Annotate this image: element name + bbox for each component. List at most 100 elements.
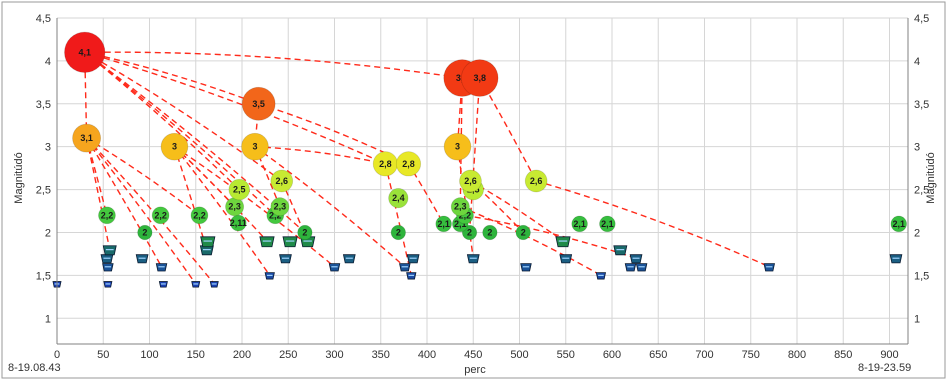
data-point: 3,8 [460,59,499,97]
magnitude-label: 2 [302,227,307,237]
magnitude-label: 2 [467,227,472,237]
data-point: 2,3 [225,197,245,217]
magnitude-label: 3,5 [252,99,265,109]
data-point [406,254,420,264]
data-point [342,254,356,264]
point-circle [571,215,588,233]
point-marker [613,245,628,256]
connection-line [173,146,271,276]
data-point: 2,4 [388,188,409,209]
point-circle [395,151,422,177]
connection-line [84,51,306,233]
data-point [520,263,532,272]
x-tick-label: 50 [97,349,109,361]
data-point: 2,1 [435,215,452,233]
connection-line [254,145,386,165]
magnitude-label: 2 [396,227,401,237]
y-tick-label-right: 3 [914,142,920,154]
x-tick-label: 250 [279,349,297,361]
y-tick-label-right: 1,5 [914,270,929,282]
magnitude-label: 2 [487,227,492,237]
y-axis-title-right: Magnitúdó [925,152,937,203]
x-tick-label: 700 [695,349,713,361]
data-point [158,281,168,288]
point-circle [443,132,472,161]
x-tick-label: 800 [788,349,806,361]
x-tick-label: 750 [742,349,760,361]
data-point [399,263,411,272]
x-tick-label: 850 [834,349,852,361]
magnitude-label: 2,11 [230,218,247,228]
data-points: 2 2 2 2 2 22,1 2,1 2,1 2,1 2,12,112,2 2,2 2,2 2,2 2,2… [52,31,907,288]
data-point: 2,2 [151,206,170,225]
connection-line [84,51,259,105]
data-point: 2,3 [450,197,470,217]
connection-line [84,51,386,165]
data-point: 3 [241,132,269,161]
point-marker [200,236,216,248]
point-circle [388,188,409,209]
magnitude-label: 2 [142,227,147,237]
data-point [624,263,637,272]
point-circle [515,224,531,241]
x-tick-label: 0 [54,349,60,361]
connection-line [84,52,88,139]
data-point: 2,1 [571,215,588,233]
magnitude-label: 2,2 [101,210,114,220]
point-circle [241,132,269,161]
point-circle [890,215,907,233]
magnitude-label: 2,2 [154,210,167,220]
data-point [282,236,298,248]
magnitude-label: 2,5 [233,185,246,195]
data-point [103,281,113,288]
data-point: 2,1 [599,215,616,233]
data-point: 2,8 [395,151,422,177]
data-point [406,272,417,280]
x-tick-label: 550 [557,349,575,361]
data-point: 2 [482,224,498,241]
point-circle [435,215,452,233]
point-circle [229,214,247,232]
data-point [155,263,168,272]
y-tick-label: 3 [45,142,51,154]
data-point [100,254,114,264]
magnitude-label: 2,1 [437,219,450,229]
point-circle [228,178,250,201]
data-point: 2,1 [890,215,907,233]
data-point [889,254,903,264]
point-circle [241,86,276,121]
data-point [102,263,114,272]
point-circle [137,224,153,241]
y-tick-label-right: 1 [914,313,920,325]
connection-line [254,146,281,207]
magnitude-label: 2 [521,227,526,237]
data-point [102,245,117,256]
data-point: 2,6 [270,169,294,193]
point-circle [599,215,616,233]
data-point: 2,11 [229,214,247,232]
point-circle [160,132,189,161]
axes: 0 50 100 150 200 250 300 350 400 450 500 550 600 650 7… [36,13,930,361]
magnitude-label: 2,3 [454,202,467,212]
y-tick-label-right: 4 [914,56,920,68]
data-point [135,254,149,264]
y-tick-label-right: 2 [914,227,920,239]
point-circle [297,224,313,241]
y-axis-title: Magnitúdó [13,152,25,203]
data-point: 3 [160,132,189,161]
data-point [595,272,607,280]
point-marker [555,236,571,248]
data-point: 3,1 [72,123,102,153]
magnitude-label: 2,2 [193,210,206,220]
x-axis-title: perc [464,364,486,376]
x-tick-label: 500 [510,349,528,361]
connection-line [86,137,163,268]
x-tick-label: 200 [233,349,251,361]
data-point: 2,8 [372,151,398,177]
data-point: 2,6 [524,169,548,193]
magnitude-label: 4,1 [78,47,91,57]
x-tick-label: 600 [603,349,621,361]
magnitude-label: 3 [252,142,257,152]
y-tick-label: 1,5 [36,270,51,282]
data-point: 2,3 [270,197,290,217]
